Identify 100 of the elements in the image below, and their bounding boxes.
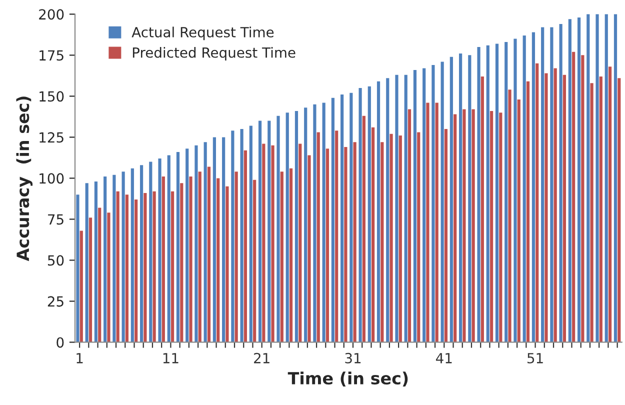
bar [249, 126, 252, 342]
bar [244, 150, 247, 342]
bar [194, 145, 198, 342]
bar [240, 128, 244, 342]
bar [454, 114, 457, 342]
bar [541, 27, 544, 342]
bar [444, 128, 448, 342]
bar [162, 176, 165, 342]
bar [326, 148, 330, 342]
bar [167, 155, 170, 342]
bar [544, 73, 548, 342]
bar [125, 194, 129, 342]
bar [590, 83, 594, 342]
bar [212, 137, 216, 342]
bar [116, 191, 120, 342]
bar [268, 120, 271, 342]
bar [222, 137, 226, 342]
bar [568, 19, 572, 342]
bar [472, 109, 475, 342]
bar [186, 148, 189, 342]
bar [313, 104, 316, 342]
bar [180, 183, 184, 342]
bar [480, 76, 484, 342]
x-tick-label: 1 [76, 353, 83, 364]
bar [207, 166, 211, 342]
y-tick-label: 75 [48, 214, 64, 225]
bar [462, 109, 466, 342]
bar [122, 172, 125, 342]
bar [413, 70, 417, 342]
bar [85, 183, 88, 342]
bar [152, 191, 156, 342]
x-tick-label: 31 [345, 352, 361, 364]
bar [458, 54, 462, 342]
bar [170, 191, 174, 342]
bar [581, 55, 584, 342]
bar [376, 81, 380, 342]
bar [395, 74, 398, 342]
bar [404, 74, 408, 342]
bar [417, 132, 420, 342]
bar [550, 27, 554, 342]
bar [144, 192, 147, 342]
bar [371, 127, 375, 342]
bar [134, 200, 138, 342]
bar [562, 74, 566, 342]
bar [440, 62, 444, 342]
bar [608, 66, 612, 342]
bar [353, 142, 356, 342]
bar [618, 78, 621, 342]
bar [104, 176, 107, 342]
bar [286, 112, 289, 342]
bar [289, 168, 293, 342]
bar [331, 98, 334, 342]
bar [80, 230, 83, 342]
x-axis-title: Time (in sec) [288, 372, 408, 386]
y-tick-label: 150 [40, 91, 64, 102]
y-tick-label: 0 [56, 337, 64, 348]
x-tick-label: 21 [254, 352, 270, 364]
y-tick-label: 100 [40, 173, 64, 184]
bar [499, 112, 502, 342]
bar [358, 88, 362, 342]
bar [298, 144, 302, 342]
legend-label: Predicted Request Time [132, 47, 296, 61]
bar [572, 52, 576, 342]
bar [262, 144, 266, 342]
y-tick-label: 200 [39, 9, 64, 20]
bar [490, 110, 494, 342]
bar [362, 116, 366, 342]
bar [504, 42, 508, 342]
bar [130, 168, 134, 342]
bar [335, 130, 338, 342]
bar [559, 24, 562, 342]
bar [158, 158, 162, 342]
bar [532, 32, 536, 342]
bar [477, 46, 480, 342]
bar [140, 165, 144, 342]
bar [216, 178, 220, 342]
bar [554, 68, 557, 342]
bar [514, 38, 517, 342]
x-tick-label: 51 [528, 353, 543, 364]
bar [577, 17, 581, 342]
bar [486, 45, 490, 342]
bar [368, 86, 371, 342]
bar [536, 63, 539, 342]
y-tick-label: 25 [48, 296, 64, 307]
bar [294, 110, 298, 342]
bar [408, 109, 412, 342]
bar [599, 76, 602, 342]
bar [522, 36, 526, 342]
bar [380, 142, 384, 342]
bar [94, 181, 98, 342]
bar [350, 92, 353, 342]
bar [280, 172, 284, 342]
bar [276, 116, 280, 342]
bar [508, 90, 512, 342]
bar [390, 134, 393, 342]
bar [107, 212, 110, 342]
bar [426, 102, 430, 342]
bar [340, 94, 344, 342]
bar [422, 68, 426, 342]
y-tick-label: 125 [40, 132, 64, 143]
